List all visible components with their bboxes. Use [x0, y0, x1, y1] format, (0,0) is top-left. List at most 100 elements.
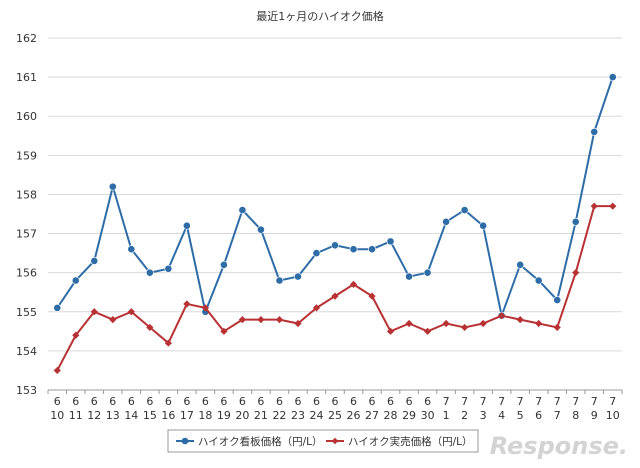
data-point — [72, 331, 80, 339]
x-tick-label-month: 7 — [461, 395, 468, 408]
legend-label: ハイオク看板価格（円/L） — [198, 435, 322, 448]
x-tick-label-month: 6 — [313, 395, 320, 408]
x-tick-label-month: 6 — [128, 395, 135, 408]
data-point — [312, 304, 321, 312]
y-tick-label: 161 — [16, 71, 37, 84]
data-point — [461, 323, 469, 332]
data-point — [275, 316, 284, 324]
data-point — [127, 308, 135, 316]
x-tick-label-day: 25 — [328, 409, 342, 422]
x-axis: 6106116126136146156166176186196206216226… — [47, 390, 623, 422]
data-point — [534, 276, 543, 285]
x-tick-label-month: 6 — [109, 395, 116, 408]
x-tick-label-month: 6 — [202, 395, 209, 408]
data-point — [609, 202, 617, 210]
x-tick-label-month: 6 — [294, 395, 301, 408]
x-tick-label-month: 7 — [554, 395, 561, 408]
x-tick-label-day: 3 — [480, 409, 487, 422]
x-tick-label-month: 6 — [72, 395, 79, 408]
x-tick-label-day: 8 — [572, 409, 579, 422]
data-point — [164, 264, 173, 273]
data-point — [331, 241, 339, 250]
data-point — [53, 303, 62, 312]
data-point — [349, 245, 358, 254]
data-point — [571, 217, 580, 226]
x-tick-label-day: 16 — [161, 409, 175, 422]
data-point — [386, 327, 395, 335]
x-tick-label-day: 1 — [443, 409, 450, 422]
y-tick-label: 159 — [16, 149, 37, 162]
data-point — [442, 319, 450, 328]
x-tick-label-day: 15 — [143, 409, 157, 422]
data-point — [146, 323, 154, 332]
x-tick-label-day: 11 — [69, 409, 83, 422]
data-point — [423, 268, 432, 277]
x-tick-label-month: 7 — [443, 395, 450, 408]
data-point — [183, 300, 191, 308]
y-tick-label: 160 — [16, 110, 37, 123]
x-tick-label-day: 17 — [180, 409, 194, 422]
data-point — [479, 319, 487, 328]
chart-title: 最近1ヶ月のハイオク価格 — [256, 9, 384, 23]
data-point — [590, 127, 599, 136]
data-point — [405, 272, 413, 281]
x-tick-label-month: 6 — [220, 395, 227, 408]
data-point — [109, 316, 117, 324]
data-point — [349, 280, 358, 288]
watermark-text: Response. — [490, 432, 628, 460]
x-tick-label-month: 6 — [276, 395, 283, 408]
series-group — [53, 73, 617, 375]
data-point — [294, 319, 302, 328]
x-tick-label-day: 26 — [347, 409, 361, 422]
legend-label: ハイオク実売価格（円/L） — [348, 435, 472, 448]
legend-box — [167, 429, 479, 453]
x-tick-label-month: 6 — [387, 395, 394, 408]
x-tick-label-day: 19 — [217, 409, 231, 422]
data-point — [90, 308, 98, 316]
data-point — [182, 221, 191, 230]
y-axis: 153 154 155 156 157 158 159 160 161 162 — [16, 32, 37, 397]
x-tick-label-day: 23 — [291, 409, 305, 422]
y-tick-label: 153 — [16, 384, 37, 397]
data-point — [331, 292, 339, 300]
data-point — [312, 249, 321, 258]
x-tick-label-month: 6 — [146, 395, 153, 408]
data-point — [275, 276, 284, 285]
data-point — [127, 245, 136, 254]
x-tick-label-month: 7 — [609, 395, 616, 408]
x-tick-label-day: 4 — [498, 409, 505, 422]
x-tick-label-day: 20 — [235, 409, 249, 422]
x-tick-label-day: 9 — [591, 409, 598, 422]
data-point — [368, 292, 376, 300]
data-point — [460, 206, 469, 214]
data-point — [164, 339, 172, 347]
x-tick-label-month: 7 — [498, 395, 505, 408]
data-point — [238, 206, 247, 214]
data-point — [108, 182, 117, 191]
x-tick-label-month: 6 — [257, 395, 264, 408]
y-tick-label: 158 — [16, 188, 37, 201]
x-tick-label-day: 12 — [87, 409, 101, 422]
x-tick-label-month: 6 — [369, 395, 376, 408]
x-tick-label-month: 7 — [535, 395, 542, 408]
x-tick-label-day: 18 — [198, 409, 212, 422]
y-tick-label: 157 — [16, 228, 37, 241]
data-point — [294, 272, 302, 281]
x-tick-label-month: 6 — [183, 395, 190, 408]
data-point — [553, 296, 562, 304]
data-point — [479, 221, 488, 230]
x-tick-label-month: 6 — [239, 395, 246, 408]
legend-marker — [181, 437, 189, 445]
y-tick-label: 154 — [16, 345, 37, 358]
x-tick-label-day: 30 — [421, 409, 435, 422]
data-point — [405, 319, 413, 328]
x-tick-label-day: 2 — [461, 409, 468, 422]
data-point — [220, 260, 228, 269]
data-point — [201, 304, 209, 312]
data-point — [516, 316, 524, 324]
data-point — [238, 316, 247, 324]
data-point — [145, 268, 154, 277]
x-tick-label-day: 13 — [106, 409, 120, 422]
